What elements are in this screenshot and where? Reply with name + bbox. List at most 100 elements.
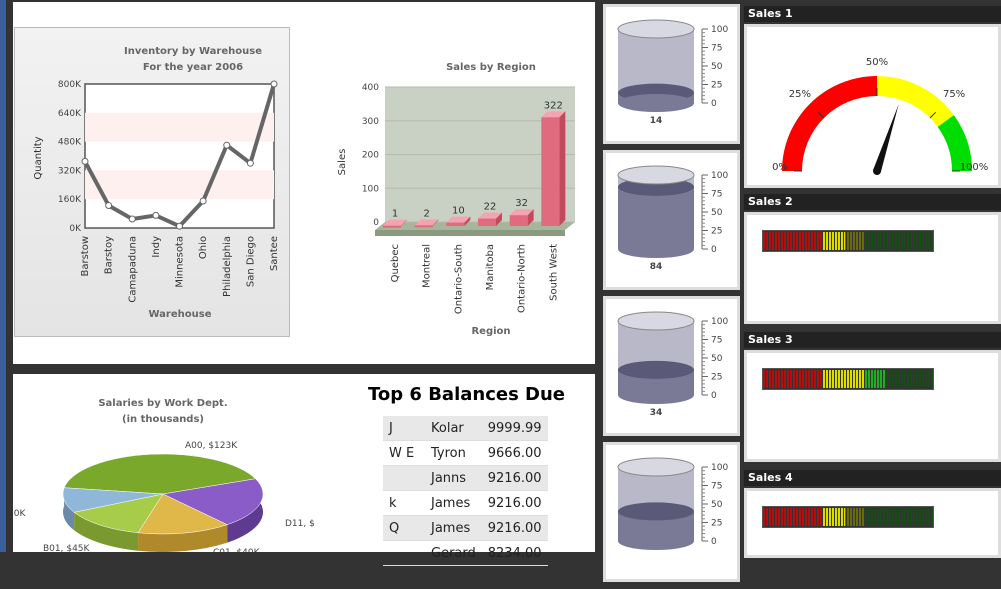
salary-slice-label: A00, $123K <box>185 441 238 451</box>
cylinder-tick-label: 75 <box>711 482 722 492</box>
cylinder-value: 14 <box>650 116 663 126</box>
salary-slice <box>63 453 256 495</box>
inventory-title: Inventory by Warehouse <box>124 46 262 57</box>
cylinder-top <box>617 311 695 331</box>
cylinder-tick-label: 50 <box>711 208 723 218</box>
salary-slice-label: C01, $40K <box>213 548 261 552</box>
region-xtick: Quebec <box>390 244 401 282</box>
cylinder-tick-label: 100 <box>711 25 728 35</box>
region-bar-side <box>401 219 407 226</box>
region-bar-label: 1 <box>392 209 398 220</box>
balance-name: Janns <box>425 465 482 491</box>
balances-table: J Kolar 9999.99 W E Tyron 9666.00 Janns 9216.00… <box>383 416 548 566</box>
sales-panel <box>744 350 1001 462</box>
balance-initial: Q <box>383 515 425 541</box>
region-bar-side <box>432 219 439 226</box>
salary-chart: Salaries by Work Dept. (in thousands) A0… <box>13 398 315 552</box>
region-xtick: South West <box>548 244 559 301</box>
region-bar <box>541 117 560 226</box>
sales-panel <box>744 212 1001 324</box>
balance-name: Gerard <box>425 540 482 566</box>
inventory-ytick: 320K <box>58 166 82 176</box>
balance-row: Janns 9216.00 <box>383 465 548 491</box>
region-bar-side <box>464 216 471 226</box>
gauge-label: 25% <box>789 89 811 100</box>
region-bar-top <box>509 209 534 216</box>
gauge-tick <box>929 111 937 119</box>
top-charts-panel: Inventory by Warehouse For the year 2006… <box>13 2 595 364</box>
sales-panel: 0% 25% 50% 75% 100% <box>744 24 1001 188</box>
balance-row: J Kolar 9999.99 <box>383 416 548 441</box>
region-bar-top <box>414 219 439 226</box>
balance-name: Kolar <box>425 416 482 441</box>
balance-name: Tyron <box>425 440 482 466</box>
inventory-xtick: Barstoy <box>104 236 115 274</box>
balance-initial: k <box>383 490 425 516</box>
gauge-label: 100% <box>960 162 989 173</box>
cylinder-tick-label: 50 <box>711 62 723 72</box>
inventory-point <box>128 215 136 223</box>
cylinder-bottom <box>618 532 694 550</box>
balance-row: Gerard 8234.00 <box>383 540 548 566</box>
region-ytick: 200 <box>362 151 379 161</box>
region-bar-side <box>527 209 534 226</box>
inventory-xtick: Santee <box>269 236 280 271</box>
region-bar-side <box>559 111 566 226</box>
inventory-band <box>85 170 274 200</box>
sales-gauge: 0% 25% 50% 75% 100% <box>772 57 989 175</box>
inventory-xtick: Philadelphia <box>222 236 233 297</box>
inventory-chart-frame: Inventory by Warehouse For the year 2006… <box>14 27 290 337</box>
cylinder-tick-label: 25 <box>711 81 722 91</box>
inventory-point <box>199 197 207 205</box>
gauge-band <box>782 76 877 171</box>
region-bar-top <box>478 212 502 219</box>
region-ytick: 300 <box>362 117 379 127</box>
inventory-point <box>223 141 231 149</box>
cylinder-tick-label: 0 <box>711 537 717 547</box>
led-segment-lit <box>822 232 845 250</box>
region-xtick: Manitoba <box>485 244 496 290</box>
cylinder-bottom <box>618 240 694 258</box>
cylinder-tick-label: 75 <box>711 336 722 346</box>
balance-initial: W E <box>383 440 425 466</box>
inventory-xtick: San Diego <box>245 236 256 287</box>
salary-slice <box>62 487 164 513</box>
balance-initial <box>383 540 425 566</box>
salary-slice-side <box>63 487 75 531</box>
region-bar-label: 32 <box>515 198 528 209</box>
balance-row: k James 9216.00 <box>383 490 548 516</box>
region-ylabel: Sales <box>337 149 348 176</box>
led-segment-lit <box>822 508 845 526</box>
sales-header: Sales 3 <box>744 332 1001 348</box>
region-bar-top <box>383 219 407 226</box>
region-plot-base <box>375 230 565 236</box>
cylinder-top <box>617 165 695 185</box>
region-bar-top <box>541 111 566 118</box>
led-segment-lit <box>763 508 823 526</box>
region-bar-label: 322 <box>544 100 563 111</box>
salary-slice <box>137 493 228 535</box>
gauge-needle <box>873 104 899 173</box>
cylinder-tick-label: 100 <box>711 171 728 181</box>
balance-row: W E Tyron 9666.00 <box>383 440 548 466</box>
balance-amount: 9216.00 <box>481 515 548 541</box>
region-bar <box>414 225 433 228</box>
cylinder-tick-label: 75 <box>711 190 722 200</box>
region-bar <box>383 225 401 228</box>
led-bar <box>762 506 934 528</box>
region-xlabel: Region <box>471 326 510 337</box>
sales-header: Sales 2 <box>744 194 1001 210</box>
salary-title: Salaries by Work Dept. <box>98 398 227 409</box>
salary-slice <box>73 493 164 534</box>
balance-name: James <box>425 490 482 516</box>
gauge-label: 75% <box>943 89 965 100</box>
balance-amount: 9216.00 <box>481 465 548 491</box>
salary-slice-side <box>138 524 228 552</box>
inventory-xtick: Indy <box>151 236 162 258</box>
inventory-point <box>81 157 89 165</box>
inventory-xtick: Ohio <box>198 236 209 259</box>
region-bar-label: 22 <box>484 202 497 213</box>
gauge-label: 0% <box>772 162 788 173</box>
gauge-band <box>937 115 972 171</box>
cylinder-tick-label: 50 <box>711 354 723 364</box>
